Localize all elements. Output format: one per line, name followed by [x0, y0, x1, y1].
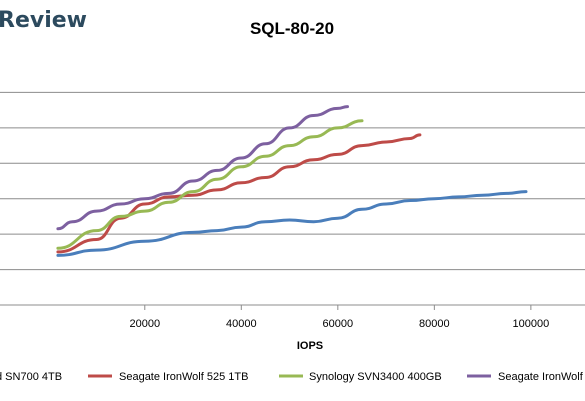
series-line-2: [56, 119, 364, 250]
series-line-1: [56, 133, 422, 254]
x-tick-label-2: 60000: [323, 318, 354, 330]
gridlines: [0, 91, 585, 271]
legend-label-1: Seagate IronWolf 525 1TB: [119, 371, 248, 383]
x-tick-label-4: 100000: [513, 318, 550, 330]
x-tick-label-3: 80000: [419, 318, 450, 330]
x-axis-title: IOPS: [297, 340, 323, 352]
legend-label-0: d SN700 4TB: [0, 371, 62, 383]
legend: d SN700 4TB Seagate IronWolf 525 1TB Synol…: [0, 371, 584, 383]
series-line-3: [56, 105, 349, 231]
x-tick-label-0: 20000: [129, 318, 160, 330]
x-axis: 20000 40000 60000 80000 100000: [0, 304, 585, 330]
chart-title: SQL-80-20: [250, 19, 334, 38]
x-tick-label-1: 40000: [226, 318, 257, 330]
legend-label-3: Seagate IronWolf: [498, 371, 584, 383]
series-line-0: [56, 190, 528, 257]
brand-wordmark: Review: [0, 8, 87, 33]
series-lines: [56, 105, 528, 257]
legend-label-2: Synology SVN3400 400GB: [309, 371, 442, 383]
